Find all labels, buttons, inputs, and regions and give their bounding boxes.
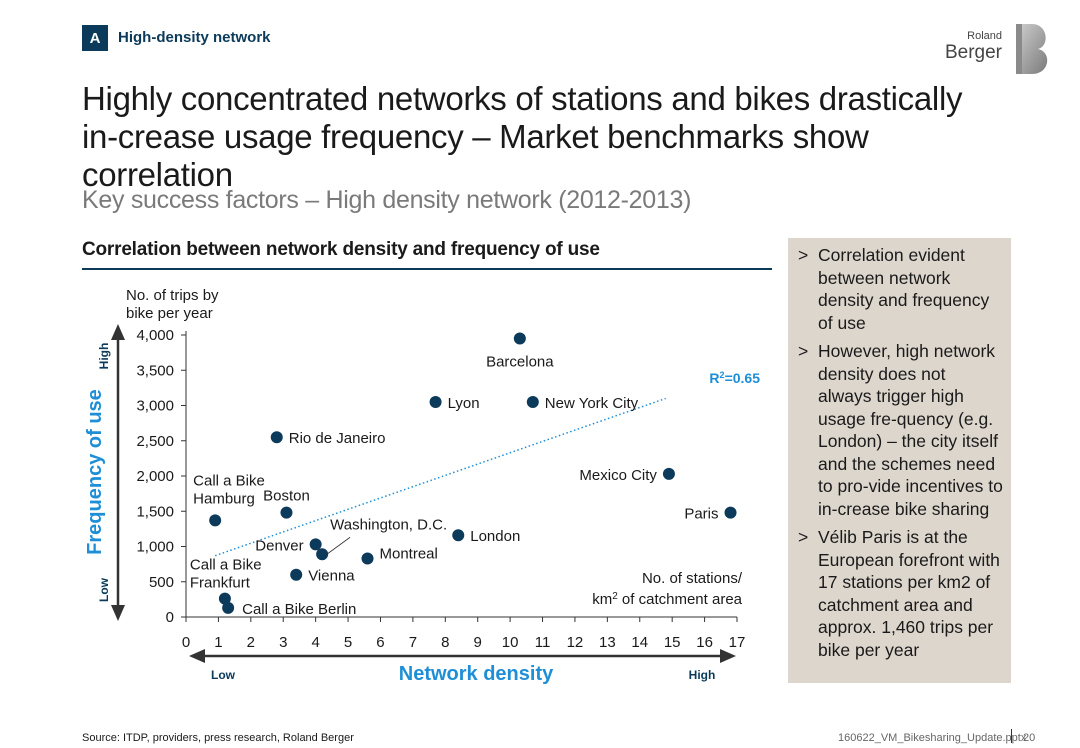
y-arrow-up-head <box>111 324 125 340</box>
point-denver <box>309 538 322 551</box>
point-call-a-bike-frankfurt <box>218 592 231 605</box>
x-tick-label: 16 <box>696 634 713 651</box>
point-label-new-york-city: New York City <box>545 395 639 412</box>
footer-separator <box>1011 729 1012 743</box>
x-tick-label: 0 <box>182 634 190 651</box>
point-label-lyon: Lyon <box>448 395 480 412</box>
point-boston <box>280 506 293 519</box>
key-findings-list: Correlation evident between network dens… <box>788 238 1011 661</box>
point-montreal <box>361 552 374 565</box>
point-call-a-bike-berlin <box>222 601 235 614</box>
finding-3: Vélib Paris is at the European forefront… <box>798 526 1003 661</box>
x-tick-label: 10 <box>502 634 519 651</box>
x-tick-label: 9 <box>474 634 482 651</box>
chart-heading: Correlation between network density and … <box>82 239 600 260</box>
key-findings-box: Correlation evident between network dens… <box>788 238 1011 683</box>
point-new-york-city <box>526 395 539 408</box>
section-label: High-density network <box>118 29 271 46</box>
r-squared-label: R2=0.65 <box>709 370 760 386</box>
x-tick-label: 14 <box>631 634 648 651</box>
finding-2: However, high network density does not a… <box>798 340 1003 520</box>
x-tick-label: 7 <box>409 634 417 651</box>
x-tick-label: 4 <box>311 634 319 651</box>
logo-b-icon <box>1016 24 1048 74</box>
point-washington-d-c <box>316 548 329 561</box>
point-label-mexico-city: Mexico City <box>579 467 657 484</box>
x-tick-label: 13 <box>599 634 616 651</box>
file-name: 160622_VM_Bikesharing_Update.pptx <box>838 732 1027 744</box>
section-tag: A <box>82 25 108 51</box>
x-tick-label: 11 <box>535 634 551 651</box>
point-call-a-bike-hamburg <box>209 514 222 527</box>
x-tick-label: 6 <box>376 634 384 651</box>
x-tick-label: 17 <box>729 634 746 651</box>
point-vienna <box>290 568 303 581</box>
x-tick-label: 8 <box>441 634 449 651</box>
y-axis-title: No. of trips by bike per year <box>126 287 219 322</box>
x-direction-label: Network density <box>399 663 554 685</box>
point-label-montreal: Montreal <box>380 545 438 562</box>
point-paris <box>724 506 737 519</box>
x-tick-label: 1 <box>214 634 222 651</box>
x-tick-label: 3 <box>279 634 287 651</box>
point-label-london: London <box>470 528 520 545</box>
y-tick-label: 2,000 <box>136 468 174 485</box>
source-note: Source: ITDP, providers, press research,… <box>82 732 354 744</box>
y-tick-label: 1,000 <box>136 539 174 556</box>
point-label-call-a-bike-frankfurt: Call a Bike Frankfurt <box>190 557 262 592</box>
x-tick-label: 12 <box>567 634 584 651</box>
y-direction-label: Frequency of use <box>84 389 106 555</box>
x-arrow-left-head <box>189 649 205 663</box>
y-tick-label: 1,500 <box>136 503 174 520</box>
x-tick-label: 2 <box>247 634 255 651</box>
y-tick-label: 3,500 <box>136 362 174 379</box>
point-label-call-a-bike-berlin: Call a Bike Berlin <box>242 601 356 618</box>
point-london <box>452 529 465 542</box>
y-tick-label: 4,000 <box>136 327 174 344</box>
logo-line1: Roland <box>967 30 1002 42</box>
x-low-label: Low <box>211 668 236 682</box>
point-label-barcelona: Barcelona <box>486 354 554 371</box>
point-leader-washington-d-c <box>323 536 351 557</box>
heading-divider <box>82 268 772 270</box>
page-subtitle: Key success factors – High density netwo… <box>82 186 692 214</box>
x-tick-label: 5 <box>344 634 352 651</box>
point-mexico-city <box>662 467 675 480</box>
point-label-call-a-bike-hamburg: Call a Bike Hamburg <box>193 472 265 507</box>
point-rio-de-janeiro <box>270 431 283 444</box>
y-arrow-down-head <box>111 605 125 621</box>
roland-berger-logo: Roland Berger <box>945 22 1058 76</box>
point-barcelona <box>513 332 526 345</box>
scatter-chart: 0 500 1,000 1,500 2,000 2,500 3,000 3,500 4,000 0… <box>84 287 760 685</box>
point-lyon <box>429 395 442 408</box>
point-label-rio-de-janeiro: Rio de Janeiro <box>289 430 386 447</box>
finding-1: Correlation evident between network dens… <box>798 244 1003 334</box>
x-high-label: High <box>689 668 716 682</box>
point-label-vienna: Vienna <box>308 568 355 585</box>
y-tick-label: 2,500 <box>136 433 174 450</box>
x-tick-label: 15 <box>664 634 681 651</box>
page-title: Highly concentrated networks of stations… <box>82 80 963 193</box>
y-tick-label: 500 <box>149 574 174 591</box>
y-tick-label: 0 <box>166 609 174 626</box>
y-high-label: High <box>97 343 111 370</box>
point-label-boston: Boston <box>263 488 310 505</box>
page-number: 20 <box>1023 732 1036 744</box>
x-arrow-right-head <box>720 649 736 663</box>
point-label-denver: Denver <box>255 537 303 554</box>
x-axis-title: No. of stations/km2 of catchment area <box>592 570 743 608</box>
point-label-washington-d-c: Washington, D.C. <box>330 516 447 533</box>
point-label-paris: Paris <box>684 506 718 523</box>
logo-line2: Berger <box>944 42 1002 63</box>
y-low-label: Low <box>97 577 111 602</box>
y-tick-label: 3,000 <box>136 398 174 415</box>
